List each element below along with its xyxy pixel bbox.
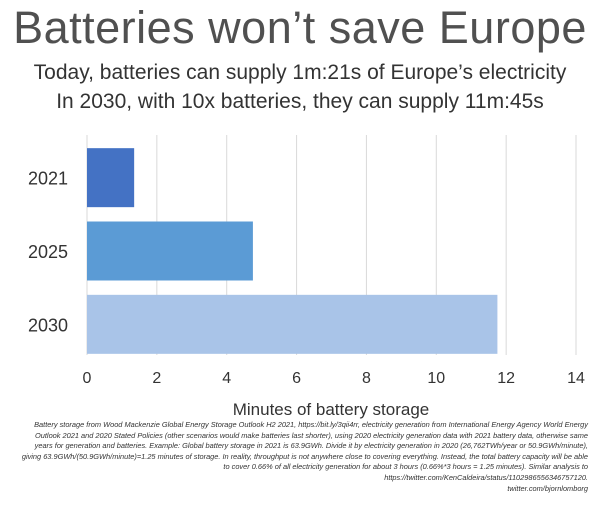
bar-2030 (87, 294, 498, 354)
x-tick-labels: 0 2 4 6 8 10 12 14 (83, 370, 585, 387)
category-label-2021: 2021 (28, 169, 68, 189)
category-labels: 2021 2025 2030 (28, 169, 68, 336)
bar-2021 (87, 148, 135, 208)
x-tick-label: 8 (362, 370, 371, 387)
bar-2025 (87, 221, 253, 281)
x-tick-label: 10 (427, 370, 445, 387)
x-tick-label: 14 (567, 370, 585, 387)
x-tick-label: 6 (292, 370, 301, 387)
chart-title: Batteries won’t save Europe (13, 2, 587, 53)
twitter-handle: twitter.com/bjornlomborg (507, 483, 588, 493)
x-axis-title: Minutes of battery storage (233, 400, 430, 419)
bars (87, 148, 498, 354)
x-tick-label: 0 (83, 370, 92, 387)
category-label-2030: 2030 (28, 315, 68, 335)
x-tick-label: 12 (497, 370, 515, 387)
subtitle-line-1: Today, batteries can supply 1m:21s of Eu… (33, 61, 567, 84)
category-label-2025: 2025 (28, 242, 68, 262)
source-footnote: Battery storage from Wood Mackenzie Glob… (20, 420, 588, 494)
subtitle-line-2: In 2030, with 10x batteries, they can su… (56, 90, 544, 113)
footnote-text: Battery storage from Wood Mackenzie Glob… (21, 420, 588, 482)
x-tick-label: 4 (222, 370, 231, 387)
x-tick-label: 2 (152, 370, 161, 387)
bar-chart: 2021 2025 2030 0 2 4 6 8 10 12 14 Minutes of batt… (28, 135, 585, 419)
